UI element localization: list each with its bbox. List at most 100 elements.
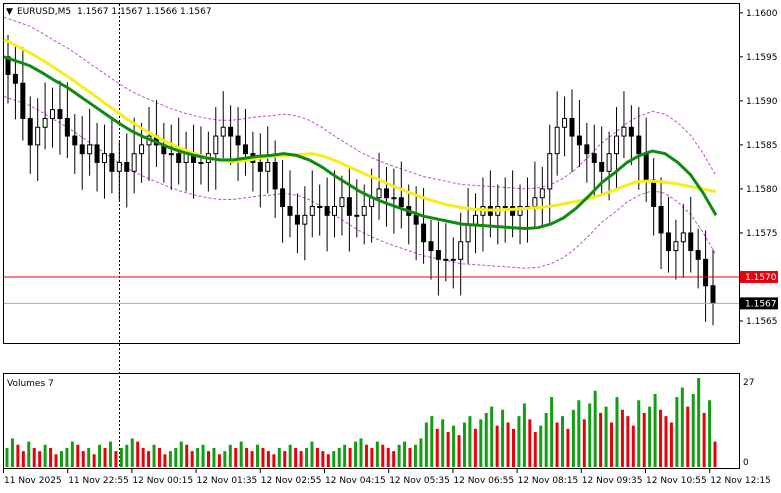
volume-bar — [185, 444, 189, 467]
moving-average-slow-line — [3, 37, 717, 212]
volume-bar — [539, 425, 543, 467]
level-price-tag: 1.1570 — [740, 270, 778, 283]
candle-body-bull — [517, 206, 523, 216]
candle-body-bull — [139, 144, 145, 155]
candle-body-bear — [398, 197, 404, 208]
candle-body-bear — [257, 161, 263, 172]
volume-bar — [234, 447, 238, 467]
candle-body-bear — [413, 214, 419, 225]
volume-bar — [49, 447, 53, 467]
volume-bar — [441, 419, 445, 467]
volume-bar — [462, 422, 466, 467]
volume-bar — [147, 451, 151, 467]
volume-bar — [174, 447, 178, 467]
volume-bar — [468, 416, 472, 467]
volume-bar — [364, 444, 368, 467]
volume-bar — [10, 438, 14, 467]
volume-bar — [506, 422, 510, 467]
volume-bar — [228, 444, 232, 467]
candle-body-bear — [228, 126, 234, 137]
volume-bar — [283, 451, 287, 467]
candle-body-bull — [614, 135, 620, 155]
volume-bar — [343, 444, 347, 467]
candle-body-bull — [332, 206, 338, 216]
volume-bar — [691, 393, 695, 467]
volume-bar — [207, 451, 211, 467]
candle-body-bull — [606, 153, 612, 172]
candle-body-bull — [101, 153, 107, 163]
level-price-label: 1.1570 — [745, 273, 777, 283]
volume-bar — [484, 412, 488, 467]
candle-body-bear — [695, 250, 701, 260]
candle-body-bear — [280, 188, 286, 208]
time-axis-label: 12 Nov 10:55 — [646, 476, 707, 486]
volume-bar — [675, 397, 679, 467]
candle-body-bear — [584, 144, 590, 155]
volume-bar — [375, 441, 379, 467]
volume-bar — [81, 451, 85, 467]
volume-bar — [702, 412, 706, 467]
candle-body-bear — [272, 161, 278, 190]
volume-bar — [642, 412, 646, 467]
symbol-timeframe: EURUSD,M5 — [17, 7, 71, 17]
chart-menu-icon[interactable]: ▼ — [6, 7, 13, 17]
volume-bar — [163, 454, 167, 467]
volume-bar — [610, 422, 614, 467]
volume-bar — [430, 416, 434, 467]
volume-bar — [348, 447, 352, 467]
candle-body-bull — [391, 197, 397, 200]
candle-body-bear — [109, 153, 115, 172]
volume-bar — [223, 451, 227, 467]
volume-bar — [588, 403, 592, 467]
moving-average-fast-line — [3, 55, 718, 231]
candle-body-bull — [50, 109, 56, 119]
volume-bar — [152, 444, 156, 467]
volume-bar — [92, 454, 96, 467]
volume-bar — [522, 403, 526, 467]
volume-bar — [392, 451, 396, 467]
volume-bar — [21, 451, 25, 467]
volume-bar — [452, 425, 456, 467]
volume-bar — [277, 447, 281, 467]
volume-bar — [626, 416, 630, 467]
candle-body-bear — [435, 250, 441, 260]
candle-body-bear — [64, 117, 70, 137]
volume-bar — [631, 425, 635, 467]
candle-body-bear — [287, 206, 293, 216]
volume-bar — [571, 409, 575, 467]
candle-body-bull — [35, 126, 41, 146]
volume-bar — [381, 444, 385, 467]
main-chart-frame — [3, 3, 740, 344]
candle-body-bull — [317, 206, 323, 209]
candle-body-bear — [235, 135, 241, 146]
candle-body-bull — [265, 161, 271, 172]
volume-bar — [157, 447, 161, 467]
volume-bar — [599, 412, 603, 467]
volume-bar — [495, 425, 499, 467]
volume-bar — [38, 451, 42, 467]
volume-bar — [659, 409, 663, 467]
volume-bar — [250, 451, 254, 467]
candle-body-bear — [124, 161, 130, 172]
volume-bar — [386, 447, 390, 467]
candle-body-bear — [57, 109, 63, 119]
candle-body-bear — [628, 126, 634, 137]
time-axis-label: 12 Nov 08:15 — [518, 476, 579, 486]
volume-bar — [16, 444, 20, 467]
volume-scale-max: 27 — [743, 378, 754, 388]
volume-bar — [550, 397, 554, 467]
volume-bar — [294, 447, 298, 467]
volume-bar — [435, 428, 439, 467]
volume-bar — [114, 451, 118, 467]
candle-body-bear — [651, 179, 657, 208]
volume-bar — [424, 422, 428, 467]
volume-bar — [98, 444, 102, 467]
volume-bar — [32, 447, 36, 467]
volume-bar — [168, 451, 172, 467]
volume-bar — [680, 387, 684, 467]
volume-bar — [528, 419, 532, 467]
candle-body-bear — [20, 82, 26, 119]
candle-body-bull — [673, 241, 679, 252]
current-price-tag: 1.1567 — [740, 297, 778, 310]
